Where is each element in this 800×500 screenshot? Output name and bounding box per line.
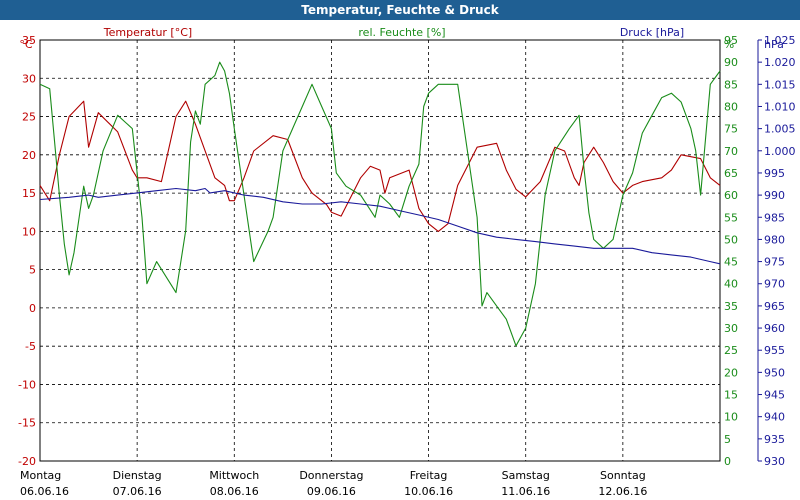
right1-tick-label: 5 bbox=[724, 433, 731, 446]
x-date-label: 12.06.16 bbox=[598, 485, 647, 498]
right2-tick-label: 940 bbox=[764, 411, 785, 424]
right1-tick-label: 50 bbox=[724, 233, 738, 246]
right2-tick-label: 960 bbox=[764, 322, 785, 335]
right2-tick-label: 930 bbox=[764, 455, 785, 468]
x-axis-days: Montag 06.06.16 Dienstag 07.06.16 Mittwoch 08… bbox=[20, 469, 647, 498]
right2-tick-label: 1.025 bbox=[764, 34, 796, 47]
left-tick-label: 5 bbox=[29, 264, 36, 277]
left-tick-label: 15 bbox=[22, 187, 36, 200]
right1-tick-label: 60 bbox=[724, 189, 738, 202]
left-tick-label: 20 bbox=[22, 149, 36, 162]
series-layer bbox=[39, 61, 721, 347]
right1-tick-label: 85 bbox=[724, 78, 738, 91]
right2-tick-label: 1.020 bbox=[764, 56, 796, 69]
right2-tick-label: 990 bbox=[764, 189, 785, 202]
right2-tick-label: 985 bbox=[764, 211, 785, 224]
left-tick-label: 10 bbox=[22, 225, 36, 238]
right2-axis-unit: hPa bbox=[764, 38, 784, 51]
right1-axis-unit: % bbox=[724, 38, 734, 51]
right1-tick-label: 45 bbox=[724, 256, 738, 269]
plot-area bbox=[39, 39, 721, 462]
left-tick-label: -15 bbox=[18, 417, 36, 430]
right2-tick-label: 970 bbox=[764, 278, 785, 291]
x-date-label: 11.06.16 bbox=[501, 485, 550, 498]
right1-tick-label: 70 bbox=[724, 145, 738, 158]
right-axis-pressure: 1.025 1.020 1.015 1.010 1.005 1.000 995 990 985 9… bbox=[758, 34, 796, 468]
right1-tick-label: 75 bbox=[724, 123, 738, 136]
right2-tick-label: 955 bbox=[764, 344, 785, 357]
right1-tick-label: 55 bbox=[724, 211, 738, 224]
right1-tick-label: 40 bbox=[724, 278, 738, 291]
x-day-label: Freitag bbox=[410, 469, 448, 482]
x-day-label: Sonntag bbox=[600, 469, 646, 482]
x-date-label: 06.06.16 bbox=[20, 485, 69, 498]
right2-tick-label: 1.010 bbox=[764, 100, 796, 113]
left-tick-label: 0 bbox=[29, 302, 36, 315]
left-axis-unit: °C bbox=[19, 38, 33, 51]
left-tick-label: -20 bbox=[18, 455, 36, 468]
grid-lines bbox=[40, 40, 720, 461]
left-tick-label: -5 bbox=[25, 340, 36, 353]
x-day-label: Samstag bbox=[502, 469, 550, 482]
right1-tick-label: 95 bbox=[724, 34, 738, 47]
right1-tick-label: 65 bbox=[724, 167, 738, 180]
chart-title: Temperatur, Feuchte & Druck bbox=[0, 0, 800, 20]
right1-tick-label: 30 bbox=[724, 322, 738, 335]
left-axis-temperature: 35 30 25 20 15 10 5 0 -5 -10 -15 -20 bbox=[18, 34, 36, 468]
right1-tick-label: 80 bbox=[724, 100, 738, 113]
x-date-label: 09.06.16 bbox=[307, 485, 356, 498]
right2-tick-label: 995 bbox=[764, 167, 785, 180]
right2-tick-label: 975 bbox=[764, 256, 785, 269]
right1-tick-label: 20 bbox=[724, 366, 738, 379]
x-date-label: 10.06.16 bbox=[404, 485, 453, 498]
right2-tick-label: 945 bbox=[764, 389, 785, 402]
legend-temperature: Temperatur [°C] bbox=[103, 26, 192, 39]
right1-tick-label: 15 bbox=[724, 389, 738, 402]
right1-tick-label: 90 bbox=[724, 56, 738, 69]
x-day-label: Montag bbox=[20, 469, 61, 482]
right2-tick-label: 935 bbox=[764, 433, 785, 446]
left-tick-label: 35 bbox=[22, 34, 36, 47]
temperature-line bbox=[39, 100, 721, 232]
legend-pressure: Druck [hPa] bbox=[620, 26, 684, 39]
right2-tick-label: 950 bbox=[764, 366, 785, 379]
right1-tick-label: 25 bbox=[724, 344, 738, 357]
x-date-label: 07.06.16 bbox=[113, 485, 162, 498]
x-date-label: 08.06.16 bbox=[210, 485, 259, 498]
x-day-label: Mittwoch bbox=[209, 469, 259, 482]
right2-tick-label: 1.000 bbox=[764, 145, 796, 158]
right1-tick-label: 0 bbox=[724, 455, 731, 468]
x-day-label: Donnerstag bbox=[299, 469, 363, 482]
left-tick-label: 30 bbox=[22, 72, 36, 85]
x-day-label: Dienstag bbox=[113, 469, 162, 482]
pressure-line bbox=[39, 187, 721, 265]
right2-tick-label: 1.005 bbox=[764, 123, 796, 136]
right2-tick-label: 1.015 bbox=[764, 78, 796, 91]
left-tick-label: -10 bbox=[18, 378, 36, 391]
right2-tick-label: 980 bbox=[764, 233, 785, 246]
right1-tick-label: 35 bbox=[724, 300, 738, 313]
right2-tick-label: 965 bbox=[764, 300, 785, 313]
legend-humidity: rel. Feuchte [%] bbox=[358, 26, 445, 39]
left-tick-label: 25 bbox=[22, 111, 36, 124]
right1-tick-label: 10 bbox=[724, 411, 738, 424]
